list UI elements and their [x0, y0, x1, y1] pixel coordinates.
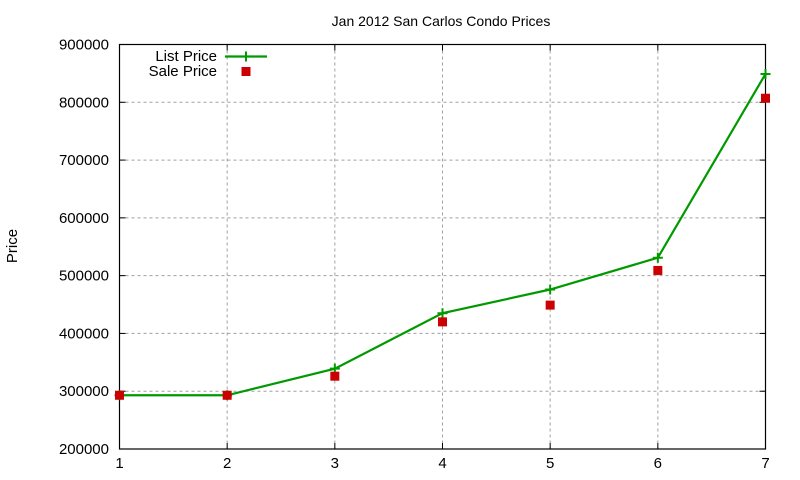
- plot-area-border: [118, 43, 767, 450]
- x-tick-label: 5: [546, 455, 554, 472]
- data-point-square: [438, 317, 447, 327]
- y-tick-label: 900000: [59, 37, 109, 54]
- x-tick-label: 4: [438, 455, 446, 472]
- data-point-square: [545, 300, 555, 310]
- y-tick-label: 400000: [59, 325, 109, 342]
- legend-label-sale-price: Sale Price: [149, 63, 217, 80]
- y-tick-label: 200000: [59, 441, 109, 458]
- x-tick-label: 1: [115, 455, 123, 472]
- x-tick-label: 7: [761, 455, 769, 472]
- chart-title: Jan 2012 San Carlos Condo Prices: [332, 13, 551, 29]
- y-axis-label: Price: [4, 229, 21, 263]
- axis-ticks: 200000 300000 400000 500000 600000 700000 8000…: [59, 37, 770, 473]
- data-point-plus: [437, 308, 448, 319]
- data-point-square: [653, 265, 663, 275]
- x-tick-label: 6: [654, 455, 662, 472]
- legend-marker-sale-price: [241, 67, 251, 76]
- y-tick-label: 500000: [59, 268, 109, 285]
- grid-lines: [119, 44, 766, 449]
- data-point-square: [330, 371, 340, 381]
- legend-marker-list-price: [241, 51, 251, 62]
- legend: List Price Sale Price: [149, 48, 267, 80]
- x-tick-label: 3: [331, 455, 339, 472]
- series-layer: [114, 68, 771, 401]
- data-point-square: [222, 390, 232, 400]
- data-point-plus: [652, 252, 663, 263]
- data-point-plus: [545, 284, 556, 295]
- y-tick-label: 300000: [59, 383, 109, 400]
- x-tick-label: 2: [223, 455, 231, 472]
- y-tick-label: 700000: [59, 152, 109, 169]
- legend-label-list-price: List Price: [155, 48, 217, 65]
- y-tick-label: 600000: [59, 210, 109, 227]
- series-sale-price: [115, 93, 770, 400]
- y-tick-label: 800000: [59, 94, 109, 111]
- data-point-square: [115, 390, 124, 400]
- legend-swatches: [225, 51, 267, 76]
- data-point-square: [761, 93, 770, 103]
- data-point-plus: [760, 68, 771, 79]
